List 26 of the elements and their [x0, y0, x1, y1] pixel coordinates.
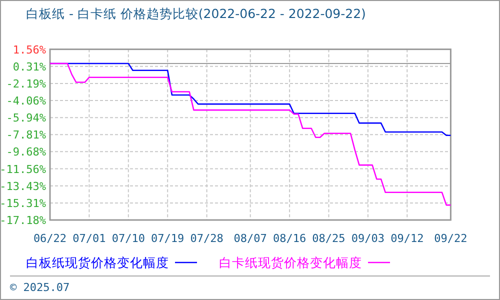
x-tick-label: 08/07 [234, 232, 267, 245]
x-tick-label: 07/10 [112, 232, 145, 245]
text: © 2025.07 [10, 281, 70, 294]
y-tick-label: -13.43% [0, 180, 46, 193]
y-tick-label: -5.94% [6, 112, 46, 125]
y-tick-label: -7.81% [6, 128, 46, 142]
y-tick-label: -11.56% [0, 162, 46, 176]
legend-label: 白卡纸现货价格变化幅度 [219, 255, 362, 270]
legend-label: 白板纸现货价格变化幅度 [26, 255, 169, 270]
x-tick-label: 08/25 [312, 232, 346, 245]
x-tick-label: 09/22 [434, 232, 468, 245]
x-tick-label: 06/22 [33, 232, 67, 245]
y-tick-label: 0.31% [12, 60, 46, 74]
x-tick-label: 09/03 [351, 232, 385, 245]
y-tick-label: -15.31% [0, 196, 46, 210]
x-tick-label: 09/12 [390, 232, 424, 245]
y-tick-label: 1.56% [12, 43, 46, 56]
y-tick-label: -9.68% [6, 146, 46, 159]
y-tick-label: -2.19% [6, 77, 46, 90]
x-tick-label: 07/28 [190, 232, 224, 245]
y-tick-label: -17.18% [0, 214, 46, 227]
x-tick-label: 08/16 [272, 232, 306, 245]
x-tick-label: 07/19 [151, 232, 184, 245]
y-tick-label: -4.06% [6, 94, 46, 108]
title: 白板纸 - 白卡纸 价格趋势比较(2022-06-22 - 2022-09-22) [26, 6, 366, 21]
x-tick-label: 07/01 [72, 232, 106, 245]
